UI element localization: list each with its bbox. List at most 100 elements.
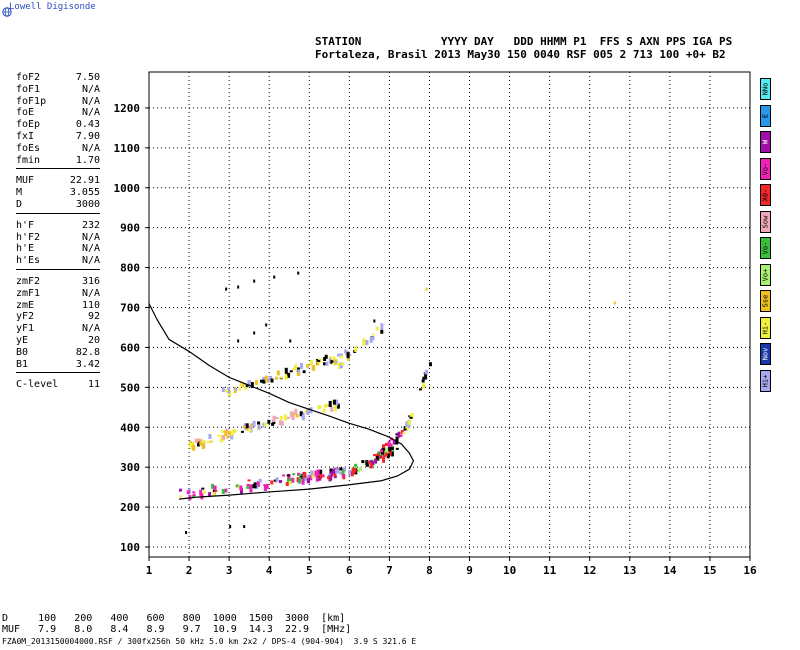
param-label: foEs (16, 142, 41, 154)
echo-mark (369, 336, 373, 343)
echo-mark (375, 453, 379, 456)
echo-mark (330, 406, 334, 410)
scaled-parameters-panel: foF2 7.50 foF1 N/A foF1p N/A foE N/A foEp 0.43 fxI… (16, 72, 100, 391)
echo-mark (302, 471, 306, 474)
x-tick-label: 3 (226, 564, 233, 577)
param-row: zmE 110 (16, 300, 100, 312)
echo-mark (403, 428, 407, 431)
echo-mark (247, 479, 251, 482)
param-row: zmF1 N/A (16, 288, 100, 300)
echo-mark (286, 474, 290, 477)
echo-mark (189, 441, 193, 444)
echo-mark (270, 378, 274, 383)
echo-mark (214, 489, 218, 492)
x-tick-label: 9 (466, 564, 473, 577)
param-value: 82.8 (75, 346, 100, 358)
echo-mark (339, 467, 343, 471)
param-value: N/A (81, 95, 100, 107)
echo-mark (340, 362, 344, 366)
echo-mark (395, 436, 399, 441)
echo-mark (375, 326, 379, 331)
param-label: fxI (16, 130, 35, 142)
echo-mark (273, 479, 277, 482)
echo-mark (344, 349, 348, 354)
echo-mark (327, 404, 331, 407)
y-tick-label: 800 (120, 262, 140, 275)
echo-mark (367, 461, 371, 464)
echo-mark (371, 333, 375, 336)
echo-mark (332, 356, 336, 361)
echo-mark (235, 484, 239, 488)
param-label: zmF1 (16, 287, 41, 299)
echo-mark (409, 416, 413, 419)
echo-mark (248, 428, 252, 432)
echo-mark (382, 456, 386, 463)
echo-mark (279, 376, 283, 379)
param-row: MUF 22.91 (16, 175, 100, 187)
echo-point (237, 339, 240, 343)
echo-mark (333, 405, 337, 412)
echo-mark (253, 482, 257, 489)
param-value: N/A (81, 243, 100, 255)
x-tick-label: 12 (583, 564, 596, 577)
y-tick-label: 300 (120, 461, 140, 474)
legend-swatch: Hi- (760, 316, 771, 339)
param-divider (16, 372, 100, 379)
legend-swatch: Sse (760, 290, 771, 312)
echo-mark (319, 473, 323, 479)
echo-mark (199, 439, 203, 442)
echo-mark (405, 426, 409, 431)
echo-mark (310, 470, 314, 476)
echo-mark (392, 439, 396, 445)
echo-mark (255, 380, 259, 386)
param-row: yE 20 (16, 335, 100, 347)
echo-mark (348, 471, 352, 476)
echo-mark (245, 423, 249, 429)
echo-point (253, 279, 256, 283)
x-tick-label: 2 (186, 564, 193, 577)
y-tick-label: 900 (120, 222, 140, 235)
echo-mark (208, 433, 212, 439)
echo-mark (354, 463, 358, 467)
echo-mark (226, 435, 230, 439)
param-row: h'F2 N/A (16, 232, 100, 244)
echo-mark (374, 458, 378, 464)
echo-mark (202, 440, 206, 444)
echo-mark (252, 484, 256, 489)
legend-label: NNo (761, 82, 769, 96)
echo-mark (351, 467, 355, 474)
param-label: foF2 (16, 72, 41, 83)
param-divider (16, 212, 100, 220)
y-tick-label: 1000 (114, 182, 141, 195)
echo-mark (239, 487, 243, 494)
echo-mark (222, 434, 226, 440)
echo-mark (336, 403, 340, 409)
echo-mark (325, 361, 329, 366)
echo-mark (199, 489, 203, 496)
echo-mark (284, 367, 288, 374)
echo-mark (272, 416, 276, 423)
echo-mark (276, 370, 280, 376)
echo-point (229, 525, 232, 529)
x-tick-label: 15 (703, 564, 716, 577)
echo-mark (289, 411, 293, 418)
echo-mark (284, 375, 288, 380)
legend-swatch: Hi+ (760, 369, 771, 392)
echo-mark (328, 356, 332, 359)
param-row: foE N/A (16, 107, 100, 119)
echo-mark (402, 432, 406, 435)
y-tick-label: 600 (120, 341, 140, 354)
echo-mark (309, 475, 313, 481)
echo-mark (379, 449, 383, 453)
echo-mark (369, 463, 373, 469)
x-tick-label: 13 (623, 564, 636, 577)
echo-mark (407, 420, 411, 425)
x-tick-label: 10 (503, 564, 516, 577)
echo-mark (384, 442, 388, 446)
echo-mark (361, 460, 365, 464)
echo-mark (335, 363, 339, 366)
echo-mark (390, 447, 394, 451)
echo-mark (239, 381, 243, 387)
echo-mark (249, 486, 253, 493)
muf-table-distance: D 100 200 400 600 800 1000 1500 3000 [km… (2, 613, 346, 624)
